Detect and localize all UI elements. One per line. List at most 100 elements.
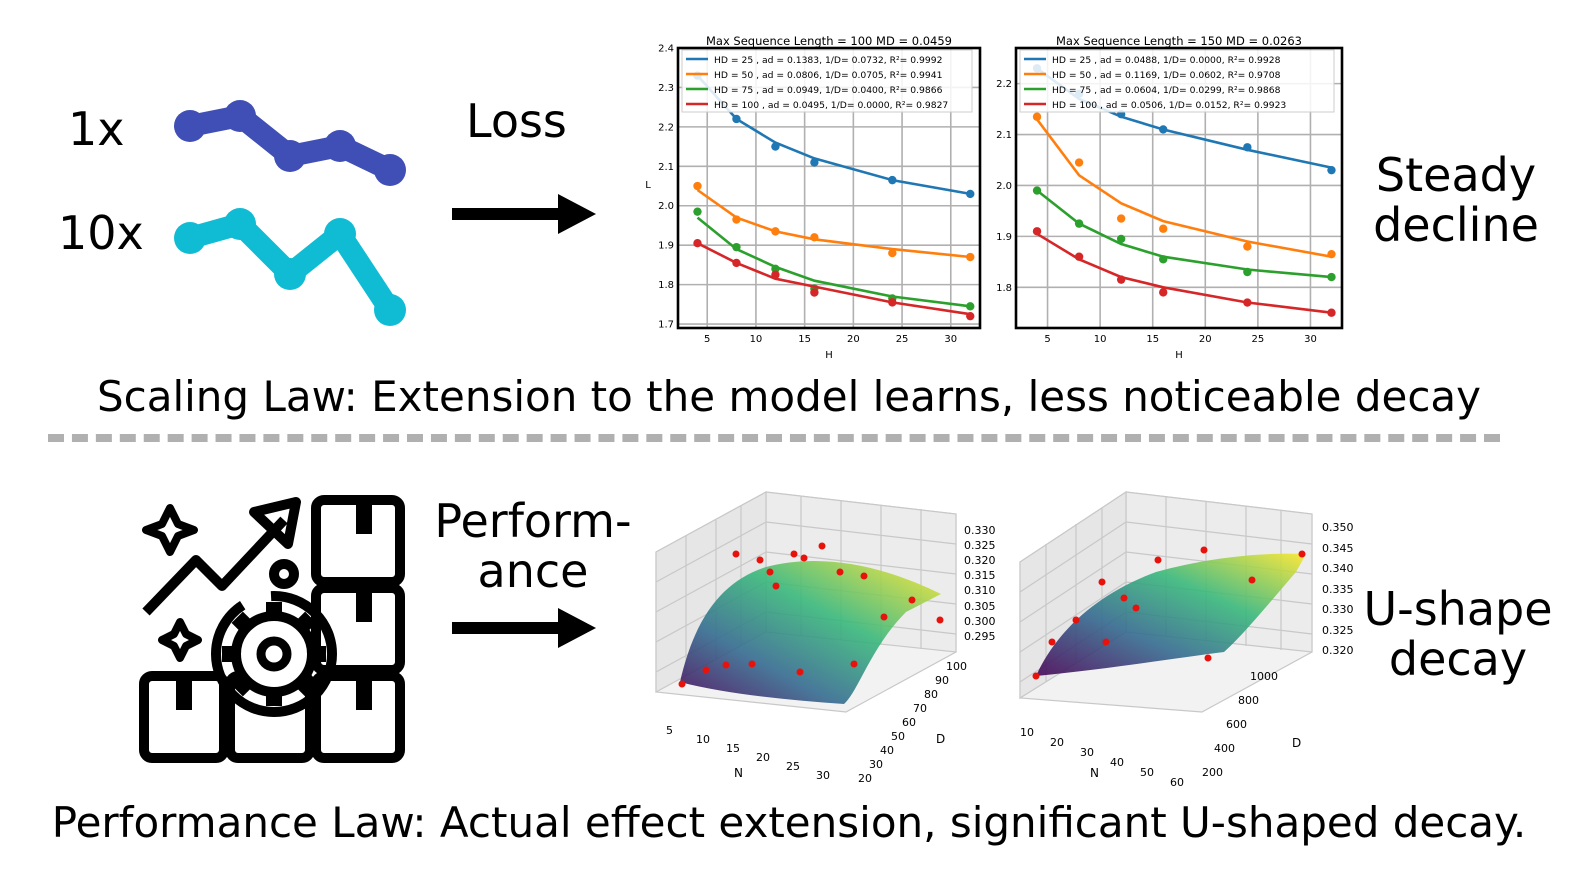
x-tick-label: 50: [1140, 766, 1154, 779]
data-point: [732, 258, 741, 268]
data-point: [888, 248, 897, 258]
data-point: [966, 252, 975, 262]
y-tick-label: 400: [1214, 742, 1235, 755]
legend-entry: HD = 100 , ad = 0.0506, 1/D= 0.0152, R²=…: [1052, 100, 1286, 111]
data-point: [693, 207, 702, 216]
data-point: [888, 298, 897, 307]
y-tick-label: 20: [858, 772, 872, 785]
line-10x-icon: [174, 208, 406, 326]
data-point: [732, 114, 741, 124]
x-axis-label: H: [1175, 350, 1183, 361]
y-axis-label: D: [936, 732, 946, 746]
z-tick-label: 0.300: [964, 614, 996, 628]
legend-entry: HD = 75 , ad = 0.0949, 1/D= 0.0400, R²= …: [714, 85, 943, 96]
legend-box: [1019, 49, 1335, 113]
series-fit-line: [1036, 189, 1332, 279]
y-tick-label: 600: [1226, 718, 1247, 731]
y-tick-label: 2.2: [996, 79, 1012, 90]
data-point: [810, 233, 819, 242]
legend-entry: HD = 75 , ad = 0.0604, 1/D= 0.0299, R²= …: [1052, 85, 1281, 96]
data-point: [966, 311, 975, 321]
data-point: [1116, 275, 1126, 284]
data-point: [966, 189, 975, 199]
y-tick-label: 1000: [1250, 670, 1278, 683]
data-point: [771, 227, 780, 236]
legend-entry: HD = 25 , ad = 0.1383, 1/D= 0.0732, R²= …: [714, 55, 942, 66]
z-tick-label: 0.345: [1322, 541, 1354, 555]
decline-text: decline: [1373, 198, 1539, 252]
u-shape-decay-label: U-shape decay: [1358, 584, 1558, 684]
z-tick-label: 0.350: [1322, 521, 1354, 534]
data-point: [1243, 242, 1252, 251]
data-point: [1032, 186, 1042, 195]
performance-text-1: Perform-: [434, 494, 632, 548]
data-point: [1116, 214, 1126, 223]
x-tick-label: 15: [798, 334, 811, 345]
x-tick-label: 10: [696, 733, 710, 746]
data-point: [1243, 143, 1252, 152]
y-tick-label: 80: [924, 688, 938, 701]
data-point: [1074, 219, 1084, 228]
z-tick-label: 0.320: [964, 554, 996, 567]
y-tick-label: 800: [1238, 694, 1259, 707]
x-tick-label: 30: [944, 334, 957, 345]
y-tick-label: 200: [1202, 766, 1223, 779]
data-point: [1327, 249, 1336, 259]
x-tick-label: 10: [750, 334, 763, 345]
x-tick-label: 30: [816, 769, 830, 782]
performance-text-2: ance: [477, 544, 589, 598]
legend-entry: HD = 50 , ad = 0.0806, 1/D= 0.0705, R²= …: [714, 70, 942, 81]
chart-title: Max Sequence Length = 150 MD = 0.0263: [1056, 34, 1302, 48]
y-tick-label: 30: [869, 758, 883, 771]
data-point: [1159, 255, 1168, 264]
data-point: [1327, 165, 1336, 175]
scaling-law-caption: Scaling Law: Extension to the model lear…: [96, 372, 1482, 421]
y-tick-label: 70: [913, 702, 927, 715]
x-axis-label: N: [734, 766, 743, 780]
data-point: [1116, 234, 1126, 244]
x-tick-label: 5: [666, 724, 673, 737]
x-tick-label: 20: [1199, 334, 1212, 345]
x-tick-label: 30: [1304, 334, 1317, 345]
series-fit-line: [696, 216, 971, 308]
y-axis-label: D: [1292, 736, 1302, 750]
z-tick-label: 0.340: [1322, 562, 1354, 575]
x-tick-label: 60: [1170, 776, 1184, 789]
data-point: [888, 175, 897, 185]
growth-gear-boxes-icon: [139, 495, 405, 763]
surface-2-axis-labels: 0.320 0.325 0.330 0.335 0.340 0.345 0.350 10 20 3…: [1006, 462, 1368, 794]
data-point: [1327, 272, 1336, 282]
legend-entry: HD = 100 , ad = 0.0495, 1/D= 0.0000, R²=…: [714, 100, 948, 111]
y-tick-label: 2.0: [996, 181, 1012, 192]
x-tick-label: 15: [726, 742, 740, 755]
legend-entry: HD = 50 , ad = 0.1169, 1/D= 0.0602, R²= …: [1052, 70, 1281, 81]
data-point: [693, 181, 702, 191]
data-point: [810, 158, 819, 167]
performance-label: Perform- ance: [420, 496, 646, 596]
y-tick-label: 100: [946, 660, 967, 673]
plot-frame: [1014, 46, 1344, 330]
arrow-right-icon: [452, 608, 596, 648]
label-1x: 1x: [68, 102, 125, 156]
y-axis-label: L: [645, 180, 651, 191]
data-point: [1243, 298, 1252, 307]
label-10x: 10x: [58, 206, 144, 260]
x-tick-label: 20: [756, 751, 770, 764]
data-point: [810, 288, 819, 297]
legend-entry: HD = 25 , ad = 0.0488, 1/D= 0.0000, R²= …: [1052, 55, 1281, 66]
x-tick-label: 20: [1050, 736, 1064, 749]
data-point: [966, 302, 975, 311]
x-tick-label: 40: [1110, 756, 1124, 769]
series-fit-line: [1035, 118, 1332, 258]
x-tick-label: 5: [1044, 334, 1050, 345]
y-tick-label: 1.8: [658, 280, 674, 291]
z-tick-label: 0.310: [964, 584, 996, 598]
x-axis-label: H: [825, 350, 833, 361]
y-tick-label: 2.1: [658, 162, 674, 173]
arrow-right-icon: [452, 194, 596, 234]
data-point: [1032, 227, 1042, 236]
plot-frame: [676, 46, 982, 330]
data-point: [1074, 158, 1084, 167]
section-divider: [48, 434, 1500, 442]
series-fit-line: [1036, 232, 1332, 314]
